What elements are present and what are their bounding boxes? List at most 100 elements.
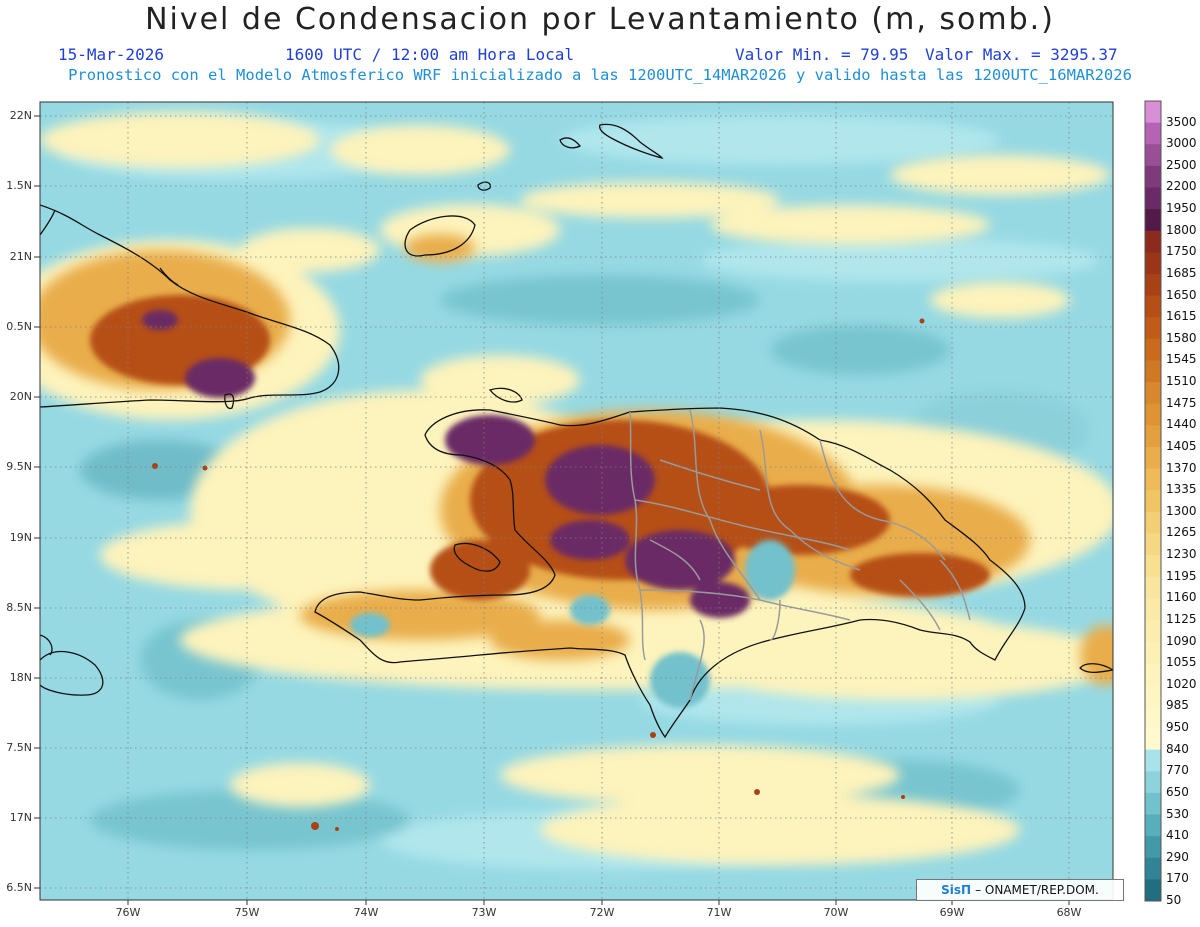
colorbar-swatch <box>1145 879 1161 902</box>
colorbar-label: 1195 <box>1166 568 1197 583</box>
colorbar-label: 1090 <box>1166 633 1197 648</box>
max-value: Valor Max. = 3295.37 <box>925 45 1118 64</box>
colorbar-label: 530 <box>1166 806 1189 821</box>
colorbar-label: 2500 <box>1166 157 1197 172</box>
lat-label: 7.5N <box>6 741 32 754</box>
colorbar-label: 770 <box>1166 763 1189 778</box>
colorbar-swatch <box>1145 382 1161 405</box>
colorbar-swatch <box>1145 684 1161 707</box>
colorbar-label: 410 <box>1166 828 1189 843</box>
graticule <box>40 102 1113 900</box>
lon-label: 76W <box>115 906 141 919</box>
map-frame <box>39 101 1114 901</box>
colorbar-label: 1370 <box>1166 460 1197 475</box>
lat-label: 19N <box>9 531 32 544</box>
colorbar-label: 1440 <box>1166 417 1197 432</box>
colorbar-label: 290 <box>1166 849 1189 864</box>
provincial-boundaries <box>629 409 971 701</box>
lon-label: 72W <box>589 906 615 919</box>
colorbar-swatch <box>1145 511 1161 534</box>
colorbar-label: 1650 <box>1166 287 1197 302</box>
colorbar-swatch <box>1145 360 1161 383</box>
colorbar-swatch <box>1145 468 1161 491</box>
colorbar-swatch <box>1145 576 1161 599</box>
lon-label: 69W <box>939 906 965 919</box>
colorbar-swatch <box>1145 771 1161 794</box>
colorbar-swatch <box>1145 338 1161 361</box>
colorbar-label: 170 <box>1166 871 1189 886</box>
colorbar-label: 950 <box>1166 720 1189 735</box>
map-title: Nivel de Condensacion por Levantamiento … <box>145 2 1055 37</box>
lat-label: 9.5N <box>6 460 32 473</box>
credit-text: – ONAMET/REP.DOM. <box>975 883 1099 897</box>
colorbar-label: 1580 <box>1166 330 1197 345</box>
colorbar-swatch <box>1145 317 1161 340</box>
colorbar-label: 1230 <box>1166 547 1197 562</box>
shaded-field <box>40 102 1113 900</box>
sispi-logo: SisΠ <box>941 883 972 897</box>
colorbar-swatch <box>1145 728 1161 751</box>
colorbar-swatch <box>1145 425 1161 448</box>
colorbar-swatch <box>1145 619 1161 643</box>
credit-box: SisΠ – ONAMET/REP.DOM. <box>916 879 1124 901</box>
colorbar-swatch <box>1145 814 1161 837</box>
colorbar-label: 840 <box>1166 741 1189 756</box>
lat-label: 0.5N <box>6 320 32 333</box>
colorbar-swatch <box>1145 641 1161 664</box>
colorbar-label: 1800 <box>1166 222 1197 237</box>
colorbar-swatch <box>1145 252 1161 275</box>
colorbar-swatch <box>1145 446 1161 470</box>
colorbar-label: 1300 <box>1166 503 1197 518</box>
colorbar-outline <box>1144 100 1162 902</box>
colorbar-label: 985 <box>1166 698 1189 713</box>
colorbar-swatch <box>1145 555 1161 578</box>
colorbar-label: 1335 <box>1166 482 1197 497</box>
lon-label: 73W <box>471 906 497 919</box>
colorbar-swatch <box>1145 792 1161 816</box>
colorbar-swatch <box>1145 706 1161 729</box>
colorbar-swatch <box>1145 403 1161 426</box>
colorbar-swatch <box>1145 144 1161 167</box>
colorbar-swatch <box>1145 122 1161 145</box>
colorbar-swatch <box>1145 836 1161 859</box>
colorbar-label: 1750 <box>1166 244 1197 259</box>
colorbar-label: 1125 <box>1166 611 1197 626</box>
colorbar-label: 3500 <box>1166 114 1197 129</box>
lat-label: 6.5N <box>6 881 32 894</box>
colorbar-label: 1055 <box>1166 655 1197 670</box>
colorbar <box>1144 100 1162 902</box>
colorbar-swatch <box>1145 230 1161 253</box>
colorbar-swatch <box>1145 749 1161 772</box>
colorbar-swatch <box>1145 533 1161 556</box>
colorbar-label: 50 <box>1166 893 1182 907</box>
min-value: Valor Min. = 79.95 <box>735 45 909 64</box>
lon-label: 75W <box>234 906 260 919</box>
colorbar-label: 1265 <box>1166 525 1197 540</box>
lat-label: 22N <box>9 109 32 122</box>
lon-label: 74W <box>353 906 379 919</box>
forecast-description: Pronostico con el Modelo Atmosferico WRF… <box>68 66 1132 84</box>
colorbar-label: 3000 <box>1166 136 1197 151</box>
colorbar-label: 1615 <box>1166 309 1197 324</box>
lon-label: 70W <box>823 906 849 919</box>
colorbar-label: 1685 <box>1166 265 1197 280</box>
lat-label: 1.5N <box>6 179 32 192</box>
colorbar-swatch <box>1145 857 1161 880</box>
colorbar-swatch <box>1145 273 1161 297</box>
lat-label: 17N <box>9 811 32 824</box>
colorbar-swatch <box>1145 598 1161 621</box>
colorbar-label: 1545 <box>1166 352 1197 367</box>
colorbar-swatch <box>1145 663 1161 686</box>
colorbar-swatch <box>1145 187 1161 210</box>
lon-label: 71W <box>706 906 732 919</box>
colorbar-label: 1020 <box>1166 676 1197 691</box>
colorbar-swatch <box>1145 101 1161 124</box>
forecast-time: 1600 UTC / 12:00 am Hora Local <box>285 45 574 64</box>
colorbar-label: 650 <box>1166 784 1189 799</box>
colorbar-label: 1160 <box>1166 590 1197 605</box>
forecast-date: 15-Mar-2026 <box>58 45 164 64</box>
colorbar-swatch <box>1145 295 1161 318</box>
colorbar-label: 2200 <box>1166 179 1197 194</box>
colorbar-swatch <box>1145 490 1161 513</box>
